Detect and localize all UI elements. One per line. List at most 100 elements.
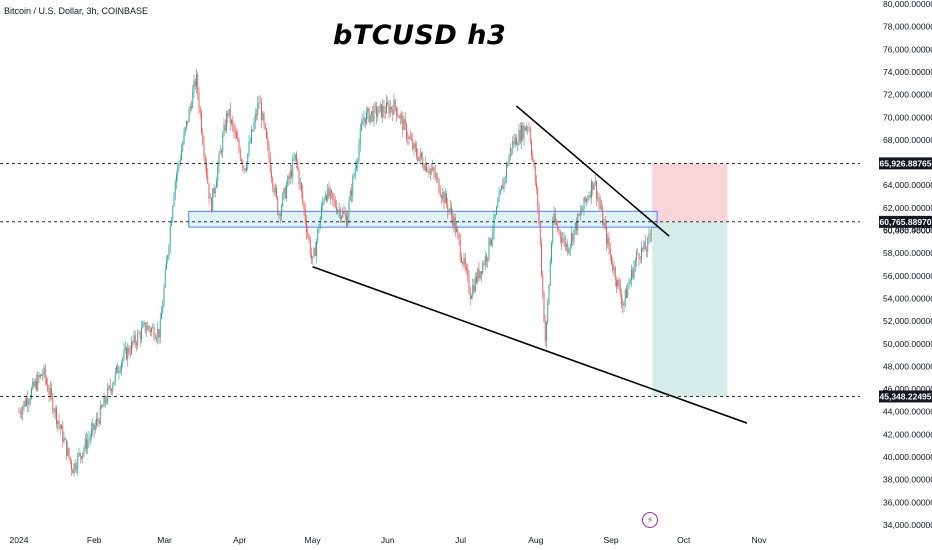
candle-body [38,375,40,378]
candle-body [596,180,597,199]
candle-body [419,152,421,157]
candle-body [196,74,197,87]
time-axis[interactable]: 2024 Feb Mar Apr May Jun Jul Aug Sep Oct Nov [10,535,768,545]
candle-body [57,420,59,424]
candle-body [181,150,182,160]
candle-body [618,279,620,285]
candle-body [426,163,427,172]
candle-body [627,287,629,298]
price-tick-label: 80,000.00000 [883,0,932,9]
candle-body [237,138,239,141]
candle-body [643,241,645,250]
level-labels: 65,926.88765 60,765.88970 45,348.22495 60,4… [879,157,932,403]
candle-body [141,327,142,340]
support-zone[interactable] [188,210,658,228]
candle-body [21,413,22,415]
support-rectangle [188,210,658,228]
candle-body [87,440,89,449]
candle-body [434,171,436,178]
candle-body [177,165,179,175]
candle-body [257,103,259,116]
price-tick-label: 54,000.00000 [883,293,932,303]
candle-body [248,142,250,154]
candle-body [146,329,147,331]
candle-body [441,195,442,198]
candle-body [482,263,484,274]
candle-body [59,424,61,429]
time-tick-label: Jul [455,535,466,545]
candle-body [207,174,209,184]
candle-body [543,292,545,322]
candle-body [524,126,526,131]
candle-body [103,396,105,407]
candle-body [296,154,297,162]
candle-body [647,238,649,252]
candle-body [304,209,306,222]
lightning-icon[interactable]: ⚡ [642,512,658,528]
candle-body [606,226,607,244]
candle-body [268,144,270,158]
candle-body [521,125,522,142]
candle-body [302,191,304,203]
candle-body [614,267,616,281]
candle-body [238,140,240,150]
candle-body [239,149,241,160]
candle-body [598,197,600,203]
candle-body [411,138,412,140]
candle-body [349,190,351,201]
candle-body [306,221,307,233]
candle-body [617,279,619,287]
trendlines[interactable] [312,105,748,424]
price-tick-label: 56,000.00000 [883,271,932,281]
candle-body [354,168,356,176]
candle-body [368,108,370,123]
candle-body [337,210,339,213]
candle-body [322,202,324,207]
candle-body [163,287,165,305]
price-tick-label: 70,000.00000 [883,112,932,122]
symbol-label: Bitcoin / U.S. Dollar, 3h, COINBASE [4,6,149,16]
candle-body [147,325,149,330]
candle-body [586,198,587,202]
candle-body [67,447,69,456]
price-axis[interactable]: 80,000.00000 78,000.00000 76,000.00000 74,0… [860,0,932,550]
candle-body [282,193,284,207]
candle-body [126,347,127,360]
candle-body [582,209,584,212]
candle-body [346,215,347,227]
candle-body [366,111,367,124]
candle-body [89,437,91,439]
candle-body [453,217,455,226]
candle-body [574,222,576,230]
candle-body [19,411,21,414]
time-tick-label: Jun [381,535,395,545]
candle-body [481,271,482,274]
candle-body [244,168,246,171]
candle-body [86,438,87,449]
candle-body [139,333,141,340]
candle-body [534,166,536,183]
candle-body [369,114,371,123]
candle-body [227,113,229,116]
candle-body [448,209,450,212]
candle-body [498,193,500,203]
candle-body [36,380,37,390]
candle-body [106,401,107,403]
candle-body [51,387,52,396]
candle-body [404,119,406,125]
candle-body [298,169,300,185]
candle-body [108,385,110,388]
candle-body [476,276,477,283]
candle-body [142,324,144,328]
time-tick-label: Sep [603,535,618,545]
price-tick-label: 50,000.00000 [883,339,932,349]
candle-body [546,322,547,341]
candle-body [136,343,137,345]
candle-body [262,113,264,121]
candle-body [339,209,341,219]
candle-body [307,232,309,236]
candle-body [373,105,375,122]
candle-body [488,238,490,258]
candle-body [457,228,459,234]
